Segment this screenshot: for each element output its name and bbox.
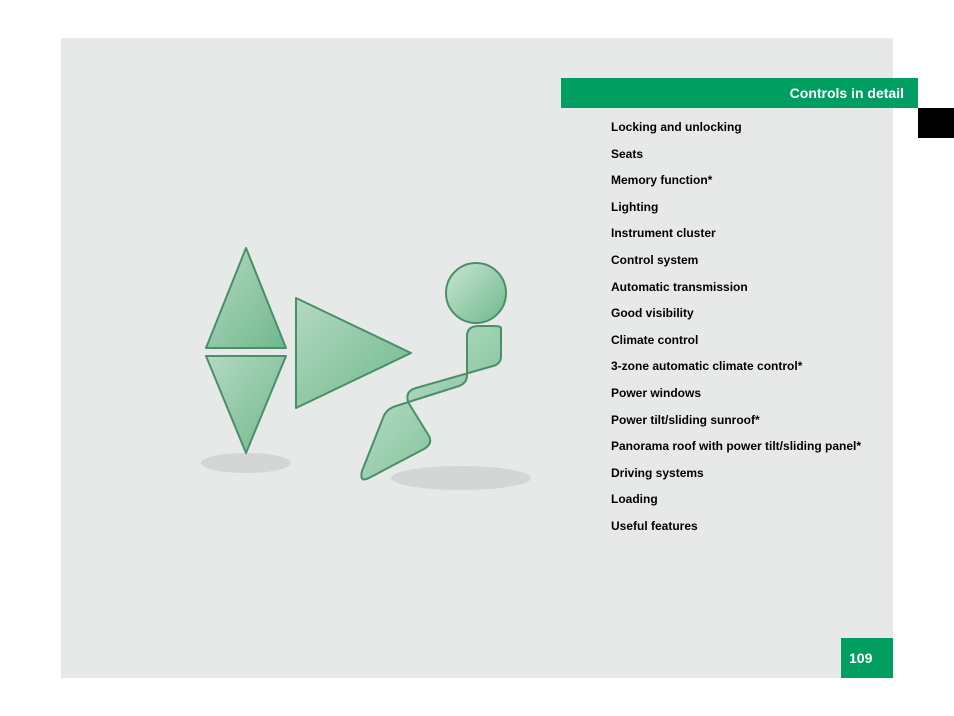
manual-page: Controls in detail Locking and unlocking… xyxy=(61,38,893,678)
toc-item[interactable]: Power windows xyxy=(611,386,911,402)
toc-item[interactable]: Useful features xyxy=(611,519,911,535)
page-number-box: 109 xyxy=(841,638,893,678)
toc-item[interactable]: Control system xyxy=(611,253,911,269)
tab-marker xyxy=(918,108,954,138)
toc-item[interactable]: Seats xyxy=(611,147,911,163)
toc-item[interactable]: Driving systems xyxy=(611,466,911,482)
section-title: Controls in detail xyxy=(790,85,904,101)
section-header-bar: Controls in detail xyxy=(561,78,918,108)
toc-item[interactable]: Lighting xyxy=(611,200,911,216)
toc-item[interactable]: Power tilt/sliding sunroof* xyxy=(611,413,911,429)
toc-item[interactable]: Instrument cluster xyxy=(611,226,911,242)
toc-item[interactable]: Good visibility xyxy=(611,306,911,322)
table-of-contents: Locking and unlocking Seats Memory funct… xyxy=(611,120,911,546)
toc-item[interactable]: Climate control xyxy=(611,333,911,349)
page-number: 109 xyxy=(849,650,872,666)
toc-item[interactable]: Locking and unlocking xyxy=(611,120,911,136)
toc-item[interactable]: Loading xyxy=(611,492,911,508)
climate-person-icon xyxy=(191,238,551,498)
toc-item[interactable]: Memory function* xyxy=(611,173,911,189)
toc-item[interactable]: 3-zone automatic climate control* xyxy=(611,359,911,375)
toc-item[interactable]: Automatic transmission xyxy=(611,280,911,296)
toc-item[interactable]: Panorama roof with power tilt/sliding pa… xyxy=(611,439,911,455)
